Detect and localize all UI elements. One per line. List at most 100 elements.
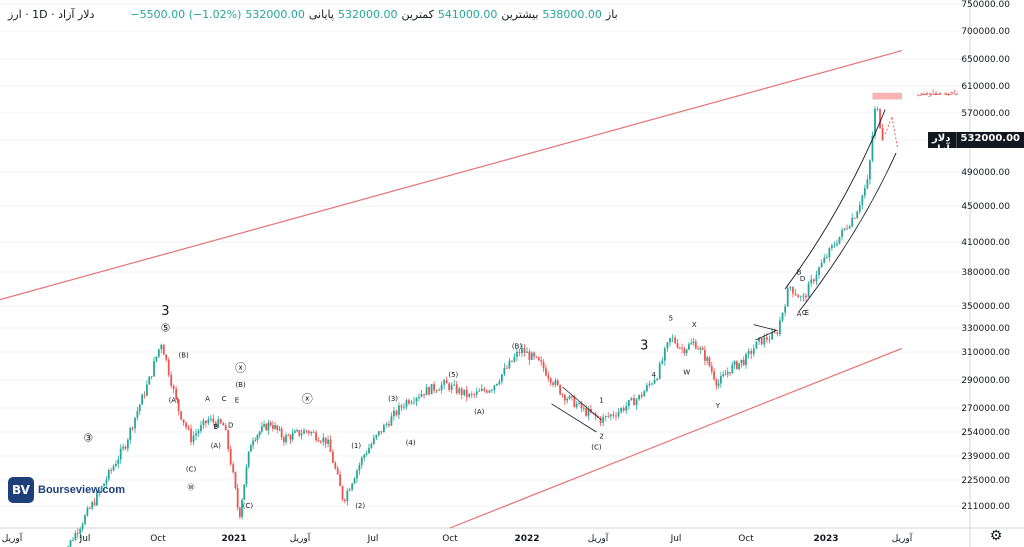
wave-label: C <box>222 395 227 403</box>
candle-body <box>697 348 699 350</box>
candle-body <box>661 360 664 364</box>
candle-body <box>331 451 334 463</box>
candle-body <box>561 394 564 396</box>
candle-body <box>310 431 313 434</box>
candle-body <box>771 332 773 340</box>
candle-body <box>552 382 554 385</box>
candle-body <box>195 433 197 436</box>
x-tick-label: آوریل <box>2 532 23 544</box>
candle-body <box>435 390 438 392</box>
candle-body <box>365 453 368 455</box>
candle-body <box>740 359 743 364</box>
candle-body <box>205 420 207 424</box>
candle-body <box>177 399 180 412</box>
last-price-tag: دلار آزاد 532000.00 <box>928 132 1024 155</box>
y-tick-label: 450000.00 <box>961 202 1010 212</box>
candle-body <box>180 411 183 420</box>
wave-label: (5) <box>448 371 458 379</box>
candle-body <box>300 433 303 436</box>
candle-body <box>758 337 760 342</box>
candle-body <box>760 337 763 345</box>
candle-body <box>468 393 471 397</box>
symbol-title[interactable]: دلار آزاد · 1D · ارز <box>8 7 95 21</box>
candle-body <box>346 490 349 501</box>
high-label: بیشترین <box>501 7 539 21</box>
wave-labels: 3⑤③(B)(A)(A)(C)ⓌA C EB Dⓧ(B)(C)ⓧ(1)(2)(3)(4… <box>83 268 809 510</box>
candle-body <box>336 468 339 475</box>
candle-body <box>789 286 792 289</box>
candle-body <box>549 378 552 383</box>
wave-label: Ⓦ <box>188 483 195 491</box>
candle-body <box>838 236 841 244</box>
candle-body <box>380 431 383 433</box>
x-tick-label: 2021 <box>221 534 246 544</box>
y-tick-label: 650000.00 <box>961 55 1010 65</box>
candle-body <box>563 394 566 401</box>
candle-body <box>219 419 222 424</box>
candle-body <box>420 393 423 397</box>
candle-body <box>612 414 615 416</box>
wave-label: (C) <box>186 465 197 473</box>
projection-path <box>884 114 899 150</box>
candle-body <box>165 354 168 360</box>
candle-body <box>690 343 693 345</box>
settings-gear-icon[interactable]: ⚙ <box>989 528 1003 544</box>
candle-body <box>807 283 810 298</box>
candle-body <box>445 380 448 384</box>
candle-body <box>324 437 327 444</box>
resistance-label: ناحیه مقاومتی <box>917 89 958 97</box>
candle-body <box>485 390 488 393</box>
x-tick-label: آوریل <box>290 532 311 544</box>
candle-body <box>710 366 713 372</box>
wave-label: Y <box>715 402 721 410</box>
candle-body <box>433 384 435 391</box>
candle-body <box>607 415 610 417</box>
curved-channel-lower <box>798 152 897 312</box>
candle-body <box>185 422 187 428</box>
candle-body <box>315 432 317 441</box>
candle-body <box>500 374 503 382</box>
candle-body <box>305 430 308 432</box>
candle-body <box>382 424 385 433</box>
candle-body <box>282 437 285 443</box>
candle-body <box>547 375 550 379</box>
wave-label: (B) <box>512 342 523 350</box>
candle-body <box>869 160 871 180</box>
candle-body <box>229 448 232 465</box>
candle-body <box>755 341 758 349</box>
price-axis: 750000.00 700000.00 650000.00 610000.00 5700… <box>961 0 1010 512</box>
candle-body <box>112 466 115 471</box>
candle-body <box>735 361 738 369</box>
candle-body <box>460 388 463 395</box>
y-tick-label: 570000.00 <box>961 109 1010 119</box>
candle-body <box>122 446 124 449</box>
candle-body <box>704 349 706 361</box>
wave-label: (3) <box>388 395 398 403</box>
candle-body <box>418 396 420 399</box>
candle-body <box>356 470 358 479</box>
candle-body <box>794 293 797 296</box>
candle-body <box>729 372 731 374</box>
wave-label: (C) <box>591 444 602 452</box>
candle-body <box>408 400 410 404</box>
candle-body <box>222 423 225 426</box>
candle-body <box>327 439 329 444</box>
candle-body <box>638 394 641 400</box>
candle-body <box>124 446 127 449</box>
correction-channel-lower <box>551 403 597 433</box>
candle-body <box>615 415 617 417</box>
resistance-zone: ناحیه مقاومتی <box>872 89 958 100</box>
candle-body <box>224 425 227 431</box>
candle-body <box>475 391 478 395</box>
candle-body <box>134 417 136 429</box>
wave-label: (A) <box>474 408 485 416</box>
candle-body <box>533 352 535 357</box>
candle-body <box>160 344 163 350</box>
candle-body <box>692 341 695 344</box>
candle-body <box>470 393 473 395</box>
wave-label: D <box>800 275 805 283</box>
candle-body <box>303 430 305 434</box>
candle-body <box>360 457 363 465</box>
candle-body <box>319 441 322 443</box>
